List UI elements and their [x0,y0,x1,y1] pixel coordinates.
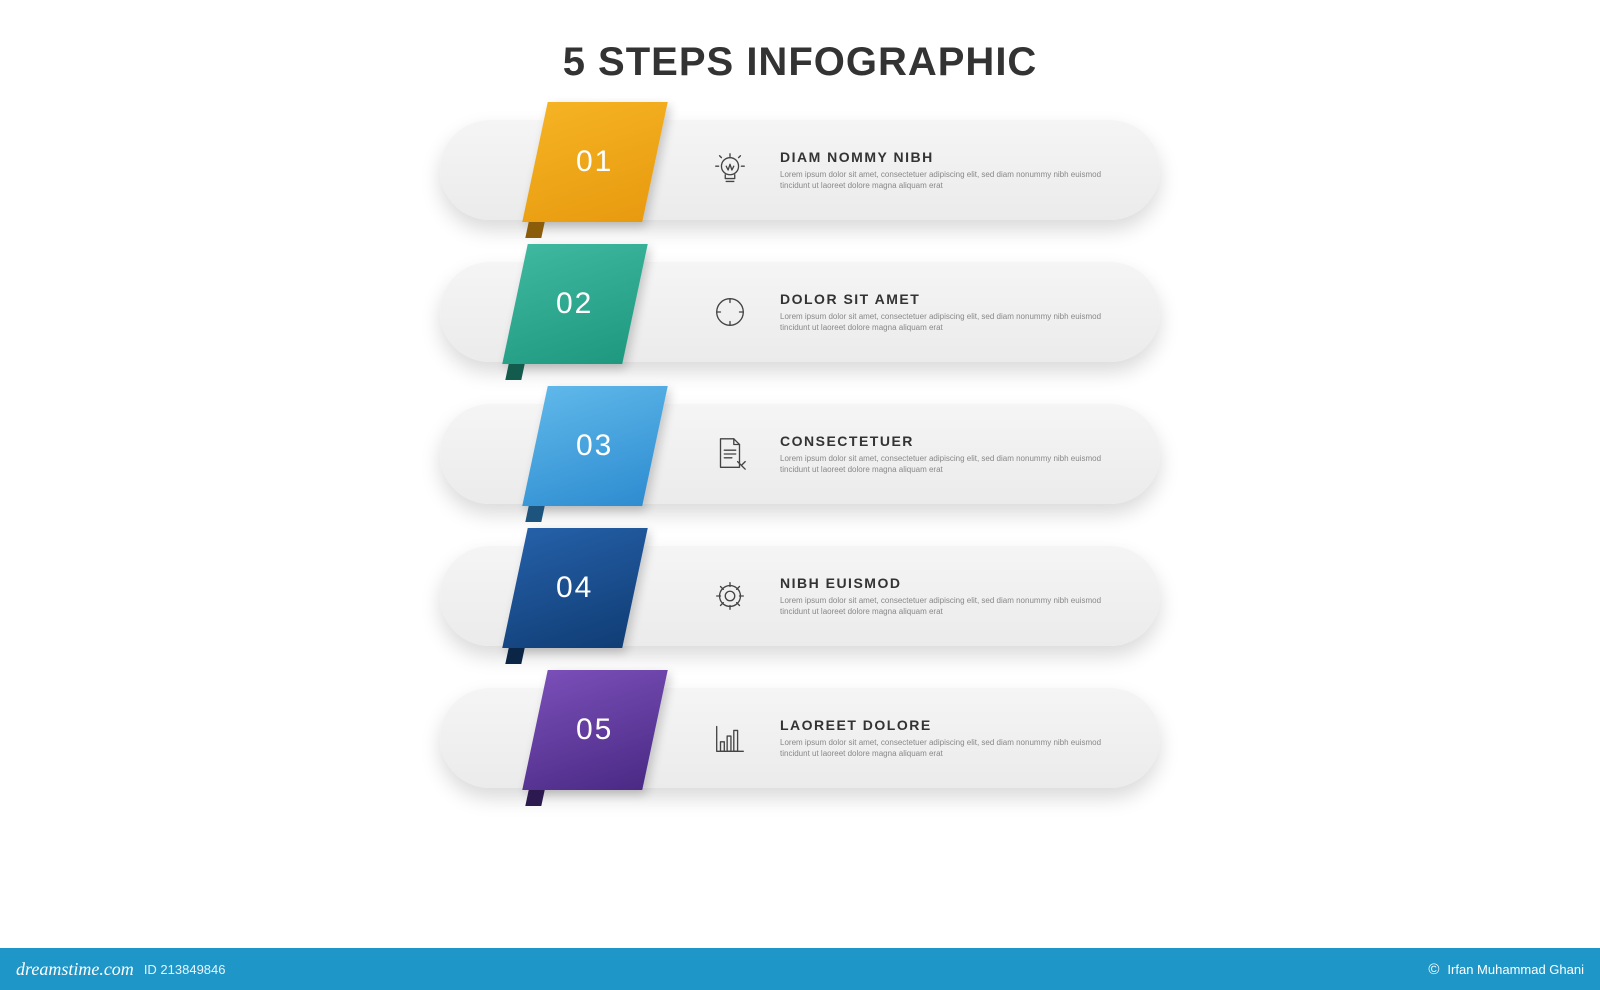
step-content: DOLOR SIT AMET Lorem ipsum dolor sit amet… [780,291,1120,333]
step-content: DIAM NOMMY NIBH Lorem ipsum dolor sit ame… [780,149,1120,191]
step-description: Lorem ipsum dolor sit amet, consectetuer… [780,453,1120,475]
ribbon-body: 05 [522,670,668,790]
step-number: 03 [576,429,613,463]
step-ribbon: 05 [535,670,655,806]
step-ribbon: 02 [515,244,635,380]
step-content: LAOREET DOLORE Lorem ipsum dolor sit amet… [780,717,1120,759]
ribbon-fold [525,790,544,806]
step-title: NIBH EUISMOD [780,575,1120,591]
footer-author: Irfan Muhammad Ghani [1447,962,1584,977]
infographic-container: 5 STEPS INFOGRAPHIC 01 DIAM NOMMY NIBH Lor… [0,0,1600,990]
ribbon-body: 02 [502,244,648,364]
step-ribbon: 03 [535,386,655,522]
steps-list: 01 DIAM NOMMY NIBH Lorem ipsum dolor sit a… [440,120,1160,788]
step-row-5: 05 LAOREET DOLORE Lorem ipsum dolor sit am… [440,688,1160,788]
step-content: CONSECTETUER Lorem ipsum dolor sit amet, … [780,433,1120,475]
ribbon-fold [525,506,544,522]
step-description: Lorem ipsum dolor sit amet, consectetuer… [780,737,1120,759]
step-ribbon: 04 [515,528,635,664]
chart-icon [710,718,750,758]
step-title: DIAM NOMMY NIBH [780,149,1120,165]
step-row-2: 02 DOLOR SIT AMET Lorem ipsum dolor sit am… [440,262,1160,362]
ribbon-fold [505,648,524,664]
ribbon-body: 01 [522,102,668,222]
step-row-1: 01 DIAM NOMMY NIBH Lorem ipsum dolor sit a… [440,120,1160,220]
step-number: 02 [556,287,593,321]
copyright-icon: © [1428,961,1439,978]
target-icon [710,292,750,332]
step-number: 01 [576,145,613,179]
step-description: Lorem ipsum dolor sit amet, consectetuer… [780,311,1120,333]
step-description: Lorem ipsum dolor sit amet, consectetuer… [780,169,1120,191]
footer-left: dreamstime.com ID 213849846 [16,959,226,980]
footer-right: © Irfan Muhammad Ghani [1428,961,1584,978]
lightbulb-icon [710,150,750,190]
footer-bar: dreamstime.com ID 213849846 © Irfan Muha… [0,948,1600,990]
step-title: CONSECTETUER [780,433,1120,449]
step-title: DOLOR SIT AMET [780,291,1120,307]
step-number: 05 [576,713,613,747]
gear-icon [710,576,750,616]
step-ribbon: 01 [535,102,655,238]
ribbon-fold [505,364,524,380]
step-description: Lorem ipsum dolor sit amet, consectetuer… [780,595,1120,617]
step-row-4: 04 NIBH EUISMOD Lorem ipsum dolor sit amet… [440,546,1160,646]
footer-logo: dreamstime.com [16,959,134,980]
step-title: LAOREET DOLORE [780,717,1120,733]
ribbon-fold [525,222,544,238]
page-title: 5 STEPS INFOGRAPHIC [563,40,1038,85]
step-content: NIBH EUISMOD Lorem ipsum dolor sit amet, … [780,575,1120,617]
ribbon-body: 04 [502,528,648,648]
step-row-3: 03 CONSECTETUER Lorem ipsum dolor sit amet… [440,404,1160,504]
step-number: 04 [556,571,593,605]
document-icon [710,434,750,474]
footer-id: ID 213849846 [144,962,226,977]
ribbon-body: 03 [522,386,668,506]
